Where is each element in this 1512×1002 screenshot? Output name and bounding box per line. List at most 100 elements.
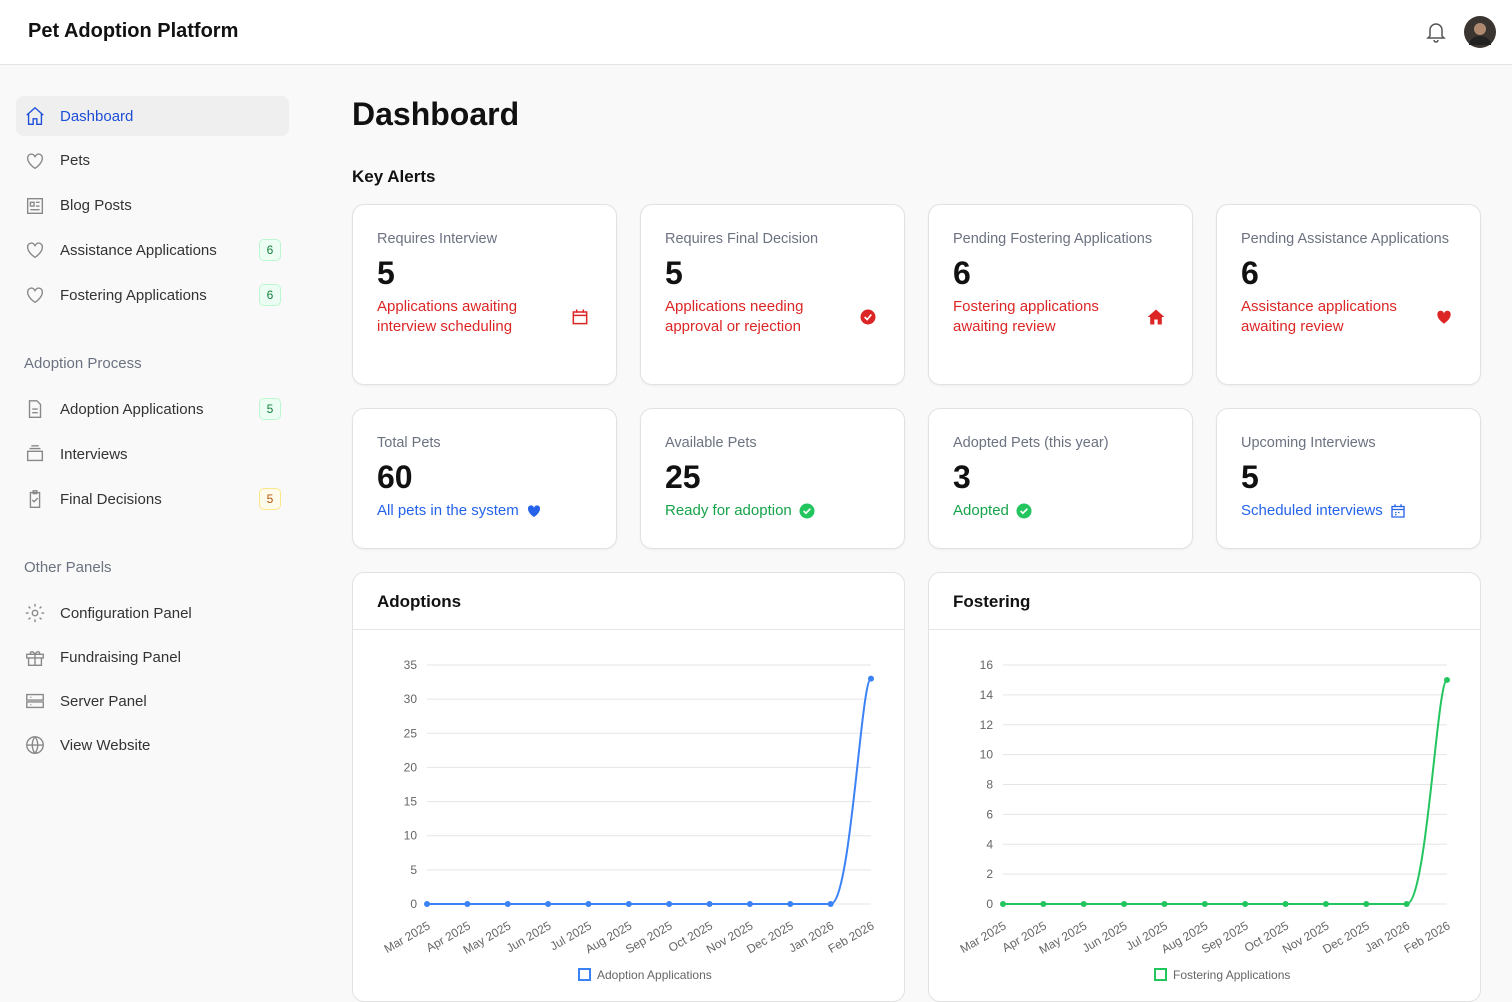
page-title: Dashboard	[352, 96, 520, 132]
data-point	[868, 675, 874, 682]
icon	[26, 197, 44, 214]
y-tick-label: 35	[404, 658, 418, 672]
nav-label: Fostering Applications	[60, 286, 207, 304]
x-tick-label: Jun 2025	[504, 918, 554, 955]
icon	[26, 153, 44, 169]
x-tick-label: Mar 2025	[382, 918, 433, 956]
nav-badge: 5	[259, 488, 281, 510]
stat-card: Upcoming Interviews 5 Scheduled interviews	[1216, 408, 1481, 549]
notification-bell[interactable]	[1424, 20, 1448, 44]
icon	[29, 490, 41, 508]
y-tick-label: 0	[410, 897, 417, 911]
data-point	[1444, 676, 1450, 683]
data-point	[1363, 901, 1370, 907]
nav-item[interactable]: Blog Posts	[16, 186, 289, 226]
data-point	[1080, 901, 1087, 907]
stat-icon	[1391, 504, 1405, 518]
nav-item[interactable]: Adoption Applications 5	[16, 389, 289, 429]
card-label: Adopted Pets (this year)	[953, 435, 1109, 451]
nav-label: Interviews	[60, 445, 128, 463]
card-description: All pets in the system	[377, 501, 592, 521]
card-label: Upcoming Interviews	[1241, 435, 1376, 451]
icon	[26, 287, 44, 304]
nav-label: Assistance Applications	[60, 241, 217, 259]
nav-label: Blog Posts	[60, 197, 132, 215]
y-tick-label: 12	[980, 718, 994, 732]
nav-badge: 6	[259, 284, 281, 307]
nav-label: Pets	[60, 152, 91, 170]
chart-title: Fostering	[929, 573, 1480, 630]
description-text: Assistance applications awaiting review	[1241, 298, 1397, 335]
y-tick-label: 20	[404, 760, 418, 774]
nav-item[interactable]: Fostering Applications 6	[16, 275, 289, 315]
avatar[interactable]	[1464, 16, 1496, 48]
data-point	[464, 901, 471, 907]
nav-item[interactable]: Fundraising Panel	[16, 637, 289, 677]
y-tick-label: 0	[986, 897, 993, 911]
alert-card: Requires Final Decision 5 Applications nee…	[640, 204, 905, 385]
card-value: 6	[953, 255, 971, 291]
chart-title: Adoptions	[353, 573, 904, 630]
nav-item[interactable]: Interviews	[16, 434, 289, 474]
stat-card: Available Pets 25 Ready for adoption	[640, 408, 905, 549]
data-point	[1000, 901, 1006, 907]
stat-card: Total Pets 60 All pets in the system	[352, 408, 617, 549]
card-description: Fostering applications awaiting review	[953, 297, 1168, 337]
nav-item[interactable]: Pets	[16, 141, 289, 181]
data-point	[1201, 901, 1208, 907]
y-tick-label: 16	[980, 658, 994, 672]
series-line	[1002, 678, 1448, 905]
nav-item[interactable]: Configuration Panel	[16, 593, 289, 633]
app-title: Pet Adoption Platform	[28, 20, 239, 42]
alert-card: Pending Assistance Applications 6 Assistan…	[1216, 204, 1481, 385]
y-tick-label: 14	[980, 688, 994, 702]
description-text: Scheduled interviews	[1241, 502, 1383, 519]
legend-swatch	[578, 968, 591, 981]
y-tick-label: 25	[404, 726, 418, 740]
stat-icon	[527, 505, 540, 517]
x-tick-label: Dec 2025	[744, 918, 796, 956]
card-value: 5	[377, 255, 395, 291]
data-point	[1403, 901, 1410, 907]
nav-item[interactable]: Dashboard	[16, 96, 289, 136]
card-description: Applications needing approval or rejecti…	[665, 297, 880, 337]
group-title: Adoption Process	[24, 355, 142, 372]
y-tick-label: 10	[980, 748, 994, 762]
card-value: 5	[1241, 459, 1259, 495]
icon	[26, 106, 44, 125]
y-tick-label: 4	[986, 837, 993, 851]
legend-label: Adoption Applications	[597, 968, 712, 982]
x-tick-label: Feb 2026	[1402, 918, 1453, 956]
nav-item[interactable]: View Website	[16, 725, 289, 765]
chart-card: Fostering 0 2 4 6 8 10 12 14 16 Mar 2025 Apr 2025 Ma…	[928, 572, 1481, 1002]
icon	[26, 736, 44, 754]
nav-item[interactable]: Assistance Applications 6	[16, 230, 289, 270]
data-point	[1322, 901, 1329, 907]
card-value: 25	[665, 459, 701, 495]
nav-badge: 6	[259, 239, 281, 262]
data-point	[1121, 901, 1128, 907]
data-point	[746, 901, 753, 907]
icon	[26, 651, 44, 666]
card-description: Scheduled interviews	[1241, 501, 1456, 521]
card-label: Pending Fostering Applications	[953, 231, 1153, 247]
y-tick-label: 8	[986, 778, 993, 792]
legend-swatch	[1154, 968, 1167, 981]
nav-label: Dashboard	[60, 107, 134, 125]
description-text: All pets in the system	[377, 502, 519, 519]
card-description: Adopted	[953, 501, 1168, 521]
card-label: Pending Assistance Applications	[1241, 231, 1449, 247]
data-point	[504, 901, 511, 907]
data-point	[706, 901, 713, 907]
x-tick-label: Jun 2025	[1080, 918, 1130, 955]
nav-item[interactable]: Final Decisions 5	[16, 479, 289, 519]
description-text: Applications needing approval or rejecti…	[665, 298, 804, 335]
card-label: Available Pets	[665, 435, 757, 451]
data-point	[666, 901, 673, 907]
description-text: Ready for adoption	[665, 502, 792, 519]
icon	[26, 445, 44, 462]
nav-item[interactable]: Server Panel	[16, 681, 289, 721]
card-label: Requires Final Decision	[665, 231, 819, 247]
description-text: Fostering applications awaiting review	[953, 298, 1099, 335]
